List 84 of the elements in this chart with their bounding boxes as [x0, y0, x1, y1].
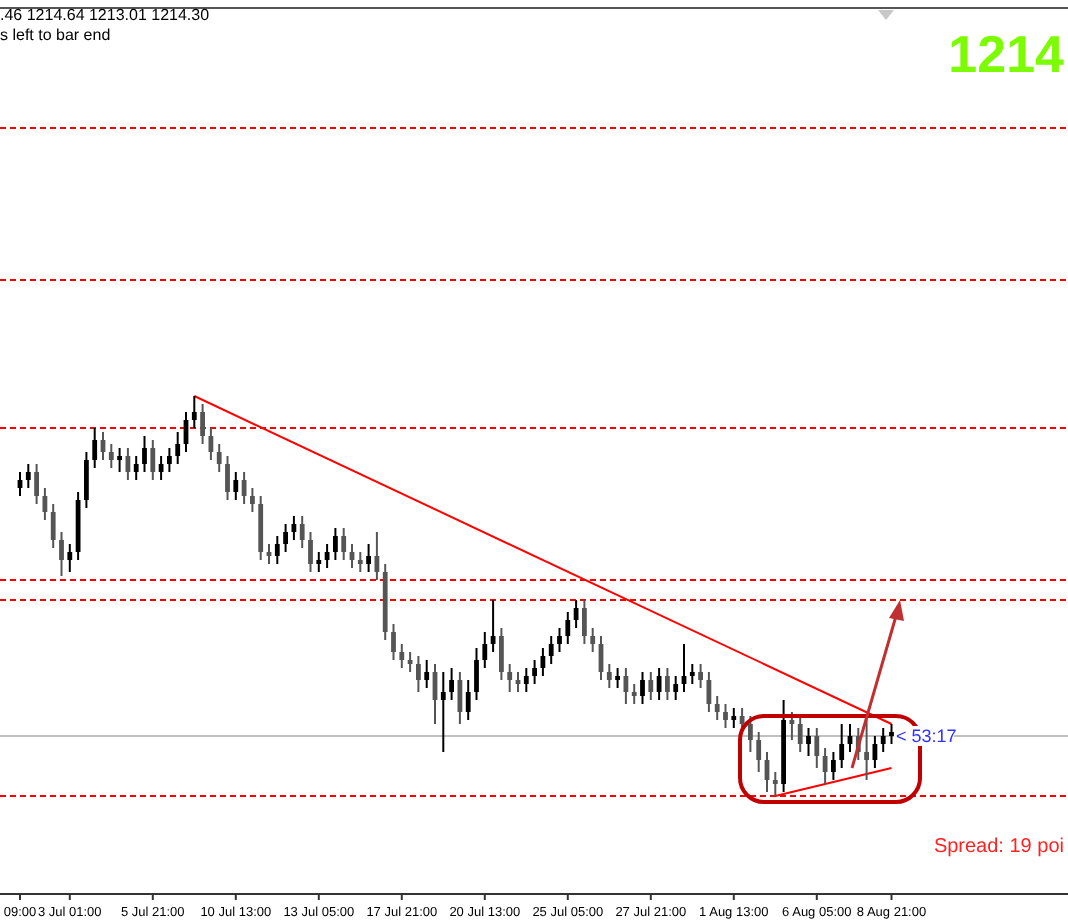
- candlestick: [474, 647, 479, 701]
- candlestick: [299, 515, 305, 549]
- candlestick: [723, 703, 728, 729]
- candlestick: [499, 627, 504, 681]
- candlestick: [640, 671, 645, 705]
- candlestick: [656, 667, 662, 701]
- candlestick: [440, 671, 446, 753]
- candlestick: [648, 671, 654, 701]
- candlestick: [225, 455, 230, 501]
- text: < 53:17: [896, 726, 957, 746]
- candlestick: [507, 663, 513, 693]
- candlestick: [191, 395, 197, 429]
- candlestick: [698, 663, 703, 689]
- candlestick: [424, 659, 430, 689]
- text: 1214: [948, 24, 1066, 84]
- candlestick: [689, 663, 695, 685]
- candlestick: [167, 447, 172, 473]
- candlestick: [665, 667, 670, 701]
- candlestick: [200, 403, 205, 445]
- candlestick: [714, 695, 720, 721]
- candlestick: [67, 543, 73, 573]
- candlestick: [250, 487, 255, 513]
- candlestick: [590, 627, 596, 653]
- candlestick: [490, 599, 496, 653]
- candlestick: [806, 727, 811, 757]
- candlestick: [532, 659, 537, 685]
- candlestick: [756, 731, 762, 773]
- candlestick: [233, 471, 239, 501]
- candlestick: [889, 723, 894, 745]
- candlestick: [308, 531, 313, 573]
- candlestick: [391, 623, 396, 661]
- candlestick: [175, 431, 181, 465]
- candlestick: [283, 523, 288, 553]
- candlestick: [34, 463, 39, 505]
- candlestick: [399, 643, 405, 669]
- candlestick: [150, 439, 156, 481]
- candlestick: [615, 667, 620, 689]
- candlestick: [324, 543, 330, 569]
- candlestick: [606, 663, 612, 689]
- candlestick: [50, 503, 56, 549]
- candlestick: [449, 667, 454, 701]
- candlestick: [92, 427, 98, 469]
- text: Spread: 19 poi: [933, 836, 1064, 858]
- candlestick: [772, 771, 778, 797]
- candlestick: [274, 535, 280, 565]
- candlestick: [117, 447, 122, 473]
- candlestick: [258, 495, 264, 561]
- candlestick: [582, 599, 587, 645]
- candlestick: [839, 723, 845, 769]
- candlestick: [557, 627, 562, 653]
- candlestick: [341, 527, 347, 561]
- candlestick: [797, 715, 803, 753]
- candlestick: [465, 679, 471, 721]
- candlestick: [482, 631, 488, 669]
- candlestick: [216, 443, 222, 473]
- candlestick: [822, 747, 828, 785]
- candlestick: [25, 463, 31, 489]
- candlestick: [523, 667, 529, 693]
- candlestick: [108, 443, 114, 469]
- text: .46 1214.64 1213.01 1214.30: [0, 6, 211, 24]
- candlestick: [142, 435, 147, 473]
- candlestick: [731, 707, 737, 729]
- candlestick: [565, 611, 571, 645]
- candlestick: [631, 683, 637, 705]
- candlestick: [573, 599, 579, 629]
- candlestick: [59, 531, 64, 577]
- candlestick: [357, 551, 363, 573]
- candlestick: [880, 727, 886, 753]
- candlestick: [407, 651, 413, 673]
- candlestick: [84, 451, 89, 509]
- candlestick: [241, 471, 247, 505]
- candlestick: [673, 675, 679, 701]
- candlestick: [831, 751, 836, 781]
- candlestick: [333, 527, 338, 561]
- candlestick: [864, 715, 869, 781]
- candlestick: [814, 727, 820, 769]
- text: s left to bar end: [0, 26, 111, 44]
- candlestick: [748, 715, 753, 753]
- candlestick: [133, 455, 139, 481]
- candlestick: [416, 655, 421, 693]
- candlestick: [316, 551, 322, 573]
- candlestick: [158, 455, 164, 481]
- candlestick: [366, 543, 371, 573]
- candlestick: [548, 635, 554, 665]
